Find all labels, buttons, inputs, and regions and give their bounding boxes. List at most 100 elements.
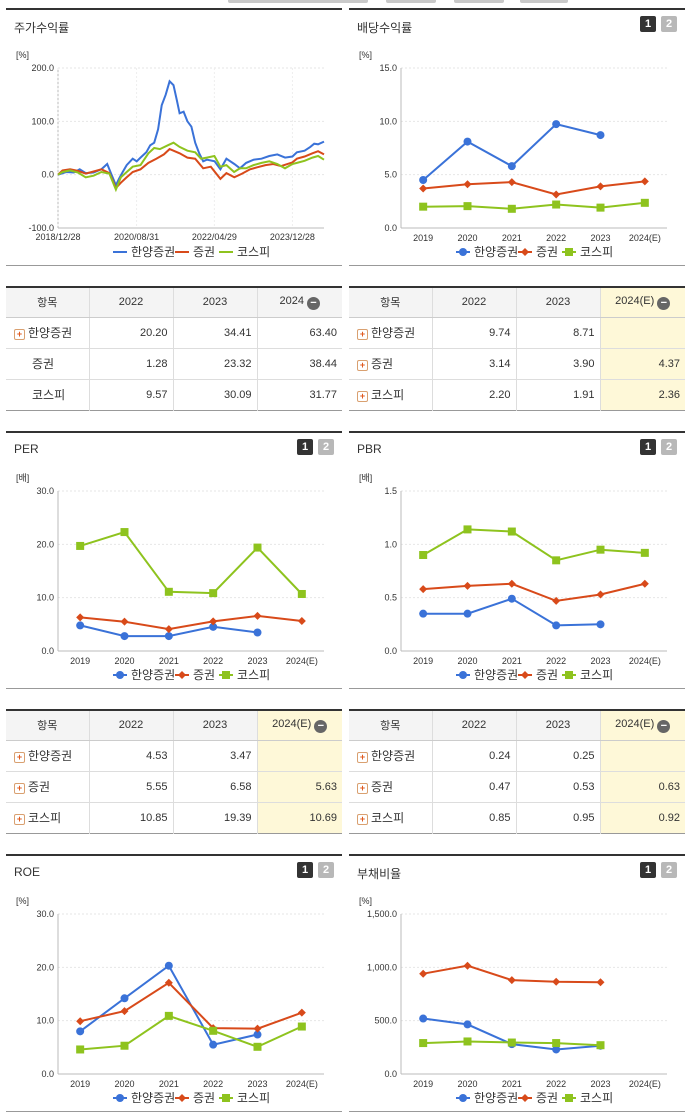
series-증권: [419, 961, 605, 987]
y-axis-unit: [%]: [359, 50, 372, 60]
data-point-marker: [521, 248, 529, 256]
page-1-button[interactable]: 1: [640, 16, 656, 32]
legend-item: 증권: [518, 245, 558, 259]
y-tick-label: 1,000.0: [367, 962, 397, 972]
expand-icon[interactable]: +: [357, 390, 368, 402]
y-tick-label: 10.0: [36, 593, 54, 603]
data-point-marker: [253, 611, 262, 620]
page-1-button[interactable]: 1: [640, 439, 656, 455]
x-tick-label: 2020: [457, 656, 477, 666]
table-cell: 8.71: [515, 317, 600, 349]
expand-icon[interactable]: +: [14, 751, 25, 763]
collapse-icon[interactable]: −: [306, 296, 320, 310]
table-cell: 9.57: [88, 379, 173, 410]
series-증권: [419, 177, 649, 199]
data-point-marker: [463, 1020, 472, 1029]
x-tick-label: 2024(E): [629, 656, 661, 666]
page-1-button[interactable]: 1: [640, 862, 656, 878]
table-row: 증권 1.28 23.32 38.44: [6, 348, 342, 380]
table-cell: 0.85: [431, 802, 516, 833]
table-row: 코스피 9.57 30.09 31.77: [6, 379, 342, 410]
data-point-marker: [463, 581, 472, 590]
data-point-marker: [565, 1094, 573, 1102]
legend-item: 증권: [175, 1091, 215, 1105]
y-tick-label: 0.0: [384, 223, 397, 233]
expand-icon[interactable]: +: [357, 359, 368, 371]
data-point-marker: [164, 1011, 173, 1020]
x-tick-label: 2023: [590, 1079, 610, 1089]
expand-icon[interactable]: +: [357, 328, 368, 340]
header-2024e-cell: 2024(E) −: [599, 710, 685, 741]
collapse-icon[interactable]: −: [314, 719, 328, 733]
x-tick-label: 2023: [590, 656, 610, 666]
y-tick-label: 1,500.0: [367, 909, 397, 919]
x-tick-label: 2020/08/31: [114, 232, 159, 242]
table-cell: 5.63: [256, 771, 342, 803]
page-1-button[interactable]: 1: [297, 439, 313, 455]
collapse-icon[interactable]: −: [657, 719, 671, 733]
data-point-marker: [463, 525, 472, 534]
page-2-button[interactable]: 2: [318, 862, 334, 878]
row-label: 증권: [28, 780, 51, 794]
legend-item: 증권: [518, 1091, 558, 1105]
series-한양증권: [419, 120, 605, 184]
series-line: [79, 530, 303, 595]
table-row: + 증권 0.47 0.53 0.63: [349, 771, 685, 803]
data-point-marker: [419, 184, 428, 193]
chart-card-roe: ROE 1 2 [%] 30.0 20.0 10.0 0.0 2019 2020 2021 20…: [6, 854, 342, 1112]
legend-item: 코스피: [219, 668, 270, 682]
page-2-button[interactable]: 2: [318, 439, 334, 455]
x-tick-label: 2023: [590, 233, 610, 243]
chart-svg-per: [배] 30.0 20.0 10.0 0.0 2019 2020 2021 2022 2023 20…: [16, 473, 324, 682]
data-point-marker: [222, 671, 230, 679]
gridlines: [58, 490, 324, 652]
legend-label: 한양증권: [131, 245, 175, 259]
row-label: 증권: [371, 780, 394, 794]
row-label: 코스피: [371, 388, 405, 402]
chart-page-toggle: 1 2: [297, 862, 334, 878]
page-2-button[interactable]: 2: [661, 16, 677, 32]
data-point-marker: [565, 671, 573, 679]
data-point-marker: [297, 1022, 306, 1031]
chart-title: 부채비율: [357, 867, 402, 881]
x-tick-label: 2019: [70, 1079, 90, 1089]
table-cell: [599, 740, 685, 772]
data-point-marker: [596, 620, 605, 629]
x-tick-label: 2020: [114, 1079, 134, 1089]
data-point-marker: [552, 556, 561, 565]
table-cell: 38.44: [256, 348, 342, 380]
y-tick-label: 20.0: [36, 962, 54, 972]
header-2023: 2023: [172, 710, 257, 741]
legend-label: 증권: [536, 245, 558, 259]
expand-icon[interactable]: +: [357, 813, 368, 825]
legend-item: 증권: [175, 245, 215, 259]
page-2-button[interactable]: 2: [661, 439, 677, 455]
data-point-marker: [459, 1094, 467, 1102]
data-point-marker: [463, 609, 472, 618]
table-cell: 3.90: [515, 348, 600, 380]
expand-icon[interactable]: +: [357, 751, 368, 763]
page-1-button[interactable]: 1: [297, 862, 313, 878]
data-point-marker: [120, 528, 129, 537]
series-한양증권: [76, 961, 262, 1049]
series-line: [80, 614, 302, 631]
data-point-marker: [120, 632, 129, 641]
row-label-cell: + 한양증권: [349, 740, 432, 772]
expand-icon[interactable]: +: [357, 782, 368, 794]
x-tick-label: 2021: [159, 656, 179, 666]
expand-icon[interactable]: +: [14, 328, 25, 340]
series-한양증권: [419, 594, 605, 630]
data-point-marker: [596, 590, 605, 599]
data-point-marker: [521, 1094, 529, 1102]
page-2-button[interactable]: 2: [661, 862, 677, 878]
legend-label: 한양증권: [131, 668, 175, 682]
collapse-icon[interactable]: −: [657, 296, 671, 310]
y-tick-label: 1.5: [384, 486, 397, 496]
row-label-cell: 증권: [6, 348, 89, 380]
data-point-marker: [116, 671, 124, 679]
data-point-marker: [419, 1014, 428, 1023]
expand-icon[interactable]: +: [14, 782, 25, 794]
chart-title: 배당수익률: [357, 21, 413, 35]
expand-icon[interactable]: +: [14, 813, 25, 825]
y-tick-label: 100.0: [31, 116, 54, 126]
